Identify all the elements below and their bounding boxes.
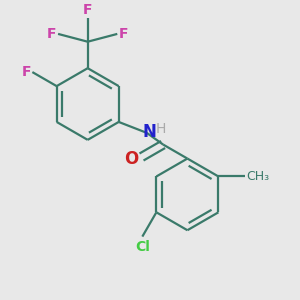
Text: H: H	[156, 122, 166, 136]
Text: F: F	[83, 3, 92, 17]
Text: N: N	[142, 123, 156, 141]
Text: CH₃: CH₃	[247, 170, 270, 183]
Text: F: F	[119, 27, 128, 41]
Text: O: O	[124, 150, 138, 168]
Text: Cl: Cl	[135, 240, 150, 254]
Text: F: F	[21, 65, 31, 79]
Text: F: F	[47, 27, 56, 41]
